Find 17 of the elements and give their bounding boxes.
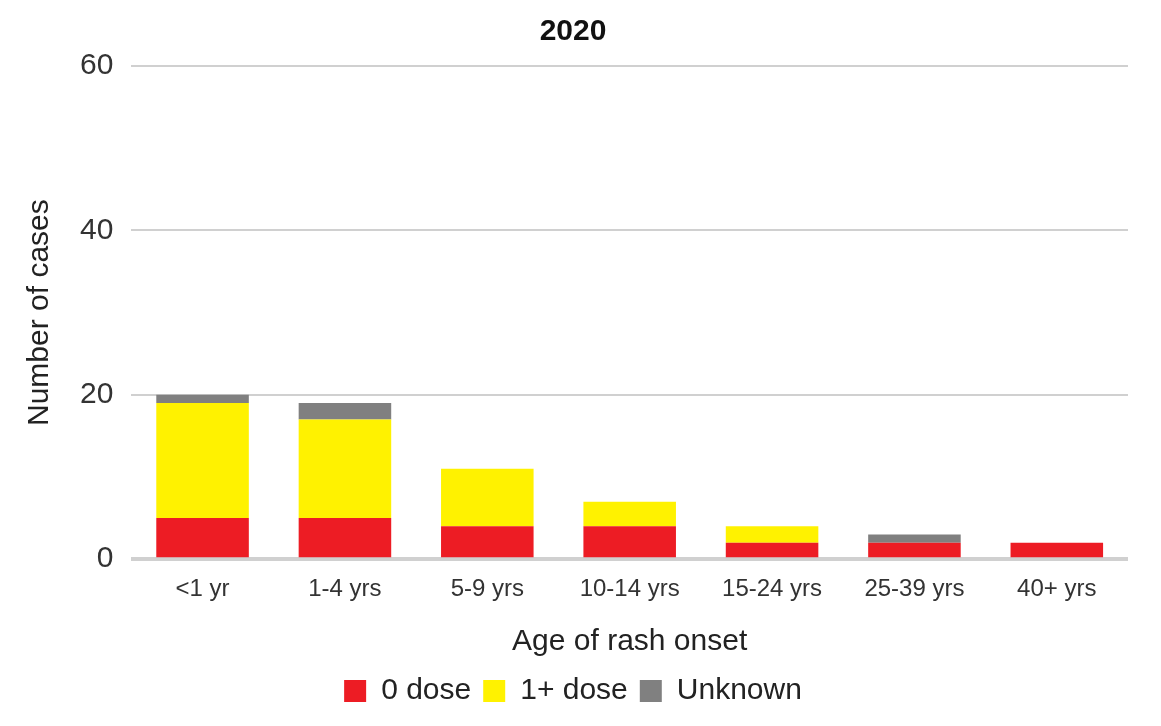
legend-label: 1+ dose <box>520 672 628 706</box>
x-axis-title: Age of rash onset <box>512 623 748 657</box>
x-tick-label: 10-14 yrs <box>579 574 680 602</box>
y-tick-label: 0 <box>96 540 114 574</box>
x-tick-label: 15-24 yrs <box>722 574 823 602</box>
y-tick-label: 60 <box>79 47 114 81</box>
x-tick-label: 40+ yrs <box>1017 574 1097 602</box>
y-tick-label: 20 <box>79 376 114 410</box>
chart-title: 2020 <box>539 13 607 47</box>
legend-label: 0 dose <box>381 672 472 706</box>
x-tick-label: 1-4 yrs <box>308 574 382 602</box>
legend-label: Unknown <box>676 672 802 706</box>
y-axis-title: Number of cases <box>21 199 55 426</box>
x-tick-label: 25-39 yrs <box>864 574 965 602</box>
y-tick-label: 40 <box>79 211 114 245</box>
x-tick-label: 5-9 yrs <box>450 574 524 602</box>
x-tick-label: <1 yr <box>175 574 230 602</box>
